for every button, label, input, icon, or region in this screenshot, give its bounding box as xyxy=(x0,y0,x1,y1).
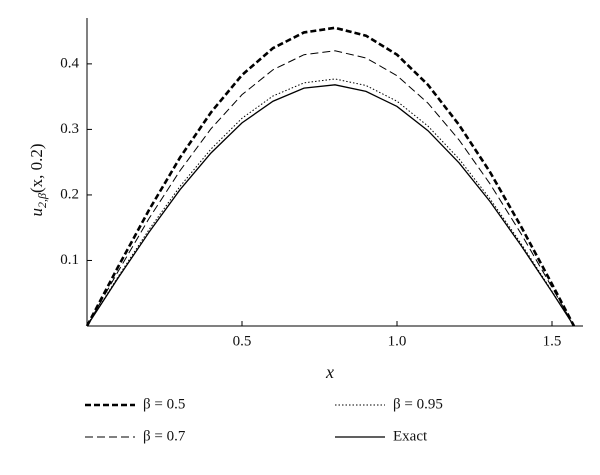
y-axis-label: u2,β(x, 0.2) xyxy=(27,143,49,216)
x-tick-label: 1.5 xyxy=(543,333,562,349)
legend-label: β = 0.7 xyxy=(143,428,186,444)
series-line xyxy=(86,78,575,327)
legend-label: Exact xyxy=(393,428,428,444)
y-label-main: u xyxy=(27,208,46,217)
series-line xyxy=(86,84,575,327)
legend-label: β = 0.5 xyxy=(143,396,185,412)
legend-label: β = 0.95 xyxy=(393,396,443,412)
x-axis-label: x xyxy=(325,362,334,382)
y-tick-label: 0.1 xyxy=(60,252,79,268)
y-tick-label: 0.4 xyxy=(60,55,79,71)
y-label-sub: 2,β xyxy=(35,193,49,208)
x-tick-label: 0.5 xyxy=(233,333,252,349)
x-tick-label: 1.0 xyxy=(388,333,407,349)
series-line xyxy=(86,50,575,327)
series-line xyxy=(85,26,576,327)
y-label-rest: (x, 0.2) xyxy=(27,143,46,193)
y-tick-label: 0.2 xyxy=(60,186,79,202)
y-tick-label: 0.3 xyxy=(60,121,79,137)
